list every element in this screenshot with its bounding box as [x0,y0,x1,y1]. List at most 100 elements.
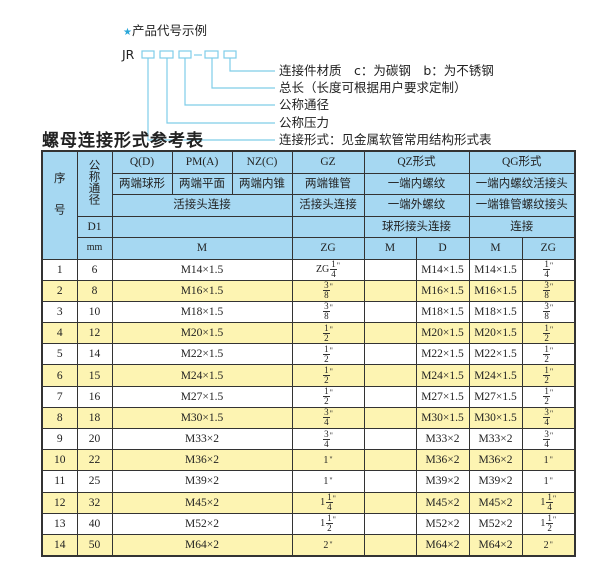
header-cell: 一端锥管螺纹接头 [468,194,576,217]
cell-qg-zg: 1 1 2 " [521,512,576,535]
header-empty [111,215,293,238]
header-cell: 一端内螺纹活接头 [468,172,576,195]
cell-qz-d: M39×2 [415,470,470,493]
header-cell: 活接头连接 [111,194,293,217]
cell-seq: 10 [41,449,78,472]
cell-qz-m [363,533,417,557]
header-row-4: D1 球形接头连接 连接 [42,215,576,238]
cell-seq: 3 [41,300,78,324]
inch-mark: " [549,388,554,398]
inch-mark: " [552,494,557,504]
cell-qg-zg: 1" [521,470,576,493]
cell-zg: 1 2 " [291,322,365,345]
cell-seq: 7 [41,385,78,408]
cell-qg-m: M33×2 [468,427,523,451]
cell-qz-m [363,364,417,387]
inch-mark: " [549,282,554,292]
zg-whole: ZG [315,264,330,276]
header-row-3: 活接头连接 活接头连接 一端外螺纹 一端锥管螺纹接头 [42,194,576,217]
inch-mark: " [549,367,554,377]
cell-qg-m: M36×2 [468,449,523,472]
table-row: 3 10 M18×1.5 3 8 " M18×1.5 M18×1.5 3 8 " [41,300,576,324]
cell-qg-m: M14×1.5 [468,258,523,281]
cell-seq: 12 [41,491,78,514]
cell-m: M16×1.5 [111,279,293,302]
header-cell: 活接头连接 [291,194,365,217]
cell-dn: 20 [76,427,113,451]
header-d1: D1 [76,215,113,238]
zg-whole: 1 [320,497,326,509]
cell-m: M20×1.5 [111,322,293,345]
header-cell: 一端外螺纹 [363,194,470,217]
cell-seq: 11 [41,470,78,493]
cell-qg-zg: 3 4 " [521,406,576,430]
cell-qg-m: M64×2 [468,533,523,557]
header-cell: 一端内螺纹 [363,172,470,195]
cell-dn: 25 [76,470,113,493]
inch-mark: " [332,494,336,504]
table-row: 5 14 M22×1.5 1 2 " M22×1.5 M22×1.5 1 2 " [41,343,576,366]
cell-qz-d: M64×2 [415,533,470,557]
cell-qz-d: M33×2 [415,427,470,451]
cell-zg: 1 2 " [291,343,365,366]
header-nominal-diameter: 公称通径 [76,150,113,217]
zg-whole: 1 [320,518,326,530]
cell-qz-m [363,279,417,302]
cell-m: M36×2 [111,449,293,472]
cell-qg-m: M39×2 [468,470,523,493]
inch-mark: " [329,367,333,377]
header-row-1: 序号 公称通径 Q(D) PM(A) NZ(C) GZ QZ形式 QG形式 [41,150,576,260]
inch-mark: " [329,430,333,440]
header-cell: ZG [291,237,365,260]
inch-mark: " [336,261,341,271]
table-row: 6 15 M24×1.5 1 2 " M24×1.5 M24×1.5 1 2 " [41,364,576,387]
table-row: 9 20 M33×2 3 4 " M33×2 M33×2 3 4 " [41,427,576,451]
cell-zg: 3 8 " [291,300,365,324]
inch-mark: " [329,282,333,292]
cell-qz-m [363,406,417,430]
code-box-3 [178,50,192,59]
page-title: 螺母连接形式参考表 [42,131,204,151]
inch-mark: " [329,324,333,334]
cell-zg: 1" [291,470,365,493]
cell-zg: 1" [291,449,365,472]
header-empty [291,215,365,238]
cell-zg: 1 2 " [291,364,365,387]
header-seq: 序号 [41,150,78,260]
cell-m: M24×1.5 [111,364,293,387]
inch-mark: " [329,539,333,549]
inch-mark: " [329,303,333,313]
header-pm: PM(A) [171,150,233,174]
cell-seq: 4 [41,322,78,345]
cell-qz-m [363,300,417,324]
cell-qz-d: M52×2 [415,512,470,535]
inch-mark: " [332,515,336,525]
zg-whole: 1 [543,454,549,466]
zg-whole: 1 [540,518,546,530]
cell-qg-m: M52×2 [468,512,523,535]
cell-qz-m [363,258,417,281]
label-nominal-diameter: 公称通径 [279,97,330,112]
cell-seq: 1 [41,258,78,281]
cell-qg-m: M18×1.5 [468,300,523,324]
cell-qz-m [363,427,417,451]
table-row: 7 16 M27×1.5 1 2 " M27×1.5 M27×1.5 1 2 " [41,385,576,408]
cell-m: M14×1.5 [111,258,293,281]
code-box-5 [223,50,237,59]
inch-mark: " [552,515,557,525]
cell-qz-d: M16×1.5 [415,279,470,302]
header-gz: GZ [291,150,365,174]
cell-seq: 9 [41,427,78,451]
cell-qg-m: M16×1.5 [468,279,523,302]
header-cell: ZG [521,237,576,260]
header-cell: 两端内锥 [231,172,293,195]
inch-mark: " [329,388,333,398]
cell-qg-zg: 2" [521,533,576,557]
